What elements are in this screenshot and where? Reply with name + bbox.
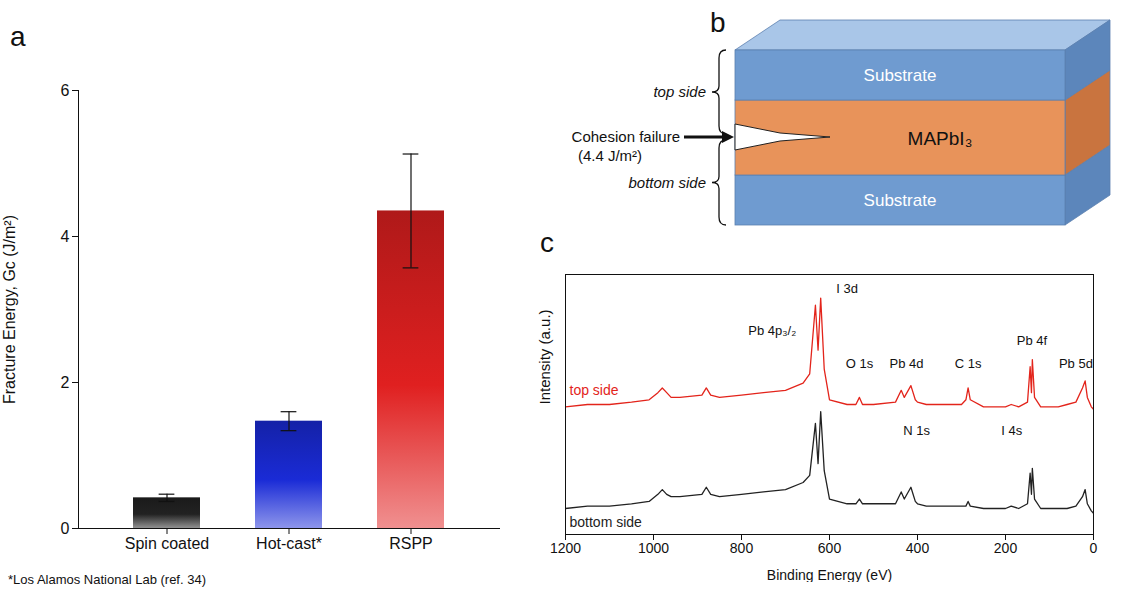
svg-text:Pb 5d: Pb 5d — [1059, 356, 1093, 371]
svg-text:Intensity (a.u.): Intensity (a.u.) — [536, 309, 553, 404]
svg-text:I 4s: I 4s — [1001, 423, 1022, 438]
svg-text:Pb 4f: Pb 4f — [1017, 333, 1048, 348]
html-text:*Los Alamos National Lab (ref.: *Los Alamos National Lab (ref. 34) — [8, 572, 206, 587]
svg-text:1000: 1000 — [638, 540, 669, 556]
svg-text:Fracture Energy, Gc (J/m²): Fracture Energy, Gc (J/m²) — [1, 215, 18, 404]
svg-text:MAPbI₃: MAPbI₃ — [908, 128, 973, 149]
svg-text:C 1s: C 1s — [955, 356, 982, 371]
svg-text:b: b — [710, 7, 726, 38]
svg-text:I 3d: I 3d — [836, 281, 858, 296]
svg-text:top side: top side — [653, 83, 706, 100]
svg-text:1200: 1200 — [550, 540, 581, 556]
svg-text:N 1s: N 1s — [903, 423, 930, 438]
svg-text:Substrate: Substrate — [864, 66, 937, 85]
svg-text:bottom side: bottom side — [570, 514, 643, 530]
svg-text:bottom side: bottom side — [628, 174, 706, 191]
svg-text:Substrate: Substrate — [864, 191, 937, 210]
svg-text:2: 2 — [61, 374, 70, 391]
svg-text:600: 600 — [818, 540, 842, 556]
svg-text:400: 400 — [906, 540, 930, 556]
html-text:c: c — [540, 227, 554, 258]
svg-text:Hot-cast*: Hot-cast* — [256, 535, 322, 552]
svg-text:Spin coated: Spin coated — [125, 535, 210, 552]
svg-text:Pb 4p₃/₂: Pb 4p₃/₂ — [748, 323, 796, 338]
svg-text:top side: top side — [570, 382, 619, 398]
svg-text:O 1s: O 1s — [846, 356, 874, 371]
html-text:a: a — [10, 21, 26, 52]
svg-text:4: 4 — [61, 228, 70, 245]
svg-text:Cohesion failure: Cohesion failure — [572, 128, 680, 145]
svg-text:0: 0 — [61, 520, 70, 537]
svg-text:Pb 4d: Pb 4d — [890, 356, 924, 371]
svg-text:800: 800 — [730, 540, 754, 556]
svg-text:6: 6 — [61, 82, 70, 99]
svg-text:Binding Energy (eV): Binding Energy (eV) — [767, 567, 892, 583]
svg-text:0: 0 — [1090, 540, 1098, 556]
svg-text:200: 200 — [994, 540, 1018, 556]
svg-text:(4.4 J/m²): (4.4 J/m²) — [578, 147, 642, 164]
svg-text:RSPP: RSPP — [389, 535, 433, 552]
